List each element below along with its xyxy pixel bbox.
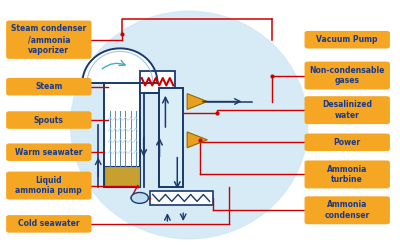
Bar	[150, 191, 213, 205]
Text: Power: Power	[334, 138, 361, 147]
Polygon shape	[187, 132, 207, 148]
FancyBboxPatch shape	[304, 31, 390, 48]
FancyBboxPatch shape	[6, 111, 92, 129]
Polygon shape	[82, 48, 158, 83]
Text: Vacuum Pump: Vacuum Pump	[316, 35, 378, 44]
FancyBboxPatch shape	[6, 78, 92, 96]
FancyBboxPatch shape	[304, 96, 390, 124]
FancyBboxPatch shape	[304, 62, 390, 90]
FancyBboxPatch shape	[6, 144, 92, 161]
Bar	[140, 70, 175, 93]
Text: Desalinized
water: Desalinized water	[322, 100, 372, 120]
Text: Steam condenser
/ammonia
vaporizer: Steam condenser /ammonia vaporizer	[11, 24, 86, 55]
Text: Non-condensable
gases: Non-condensable gases	[310, 66, 385, 86]
Ellipse shape	[70, 11, 308, 239]
FancyBboxPatch shape	[304, 196, 390, 224]
Bar	[104, 166, 140, 187]
Polygon shape	[187, 94, 207, 110]
Bar	[104, 83, 140, 187]
Text: Spouts: Spouts	[34, 116, 64, 124]
FancyBboxPatch shape	[304, 160, 390, 188]
FancyBboxPatch shape	[304, 134, 390, 151]
Text: Cold seawater: Cold seawater	[18, 220, 80, 228]
Bar	[160, 88, 183, 187]
FancyBboxPatch shape	[6, 20, 92, 59]
Text: Liquid
ammonia pump: Liquid ammonia pump	[16, 176, 82, 196]
FancyBboxPatch shape	[6, 215, 92, 233]
FancyBboxPatch shape	[6, 172, 92, 200]
Circle shape	[131, 192, 148, 203]
Text: Steam: Steam	[35, 82, 62, 91]
Text: Ammonia
turbine: Ammonia turbine	[327, 164, 368, 184]
Text: Warm seawater: Warm seawater	[15, 148, 82, 157]
Text: Ammonia
condenser: Ammonia condenser	[325, 200, 370, 220]
